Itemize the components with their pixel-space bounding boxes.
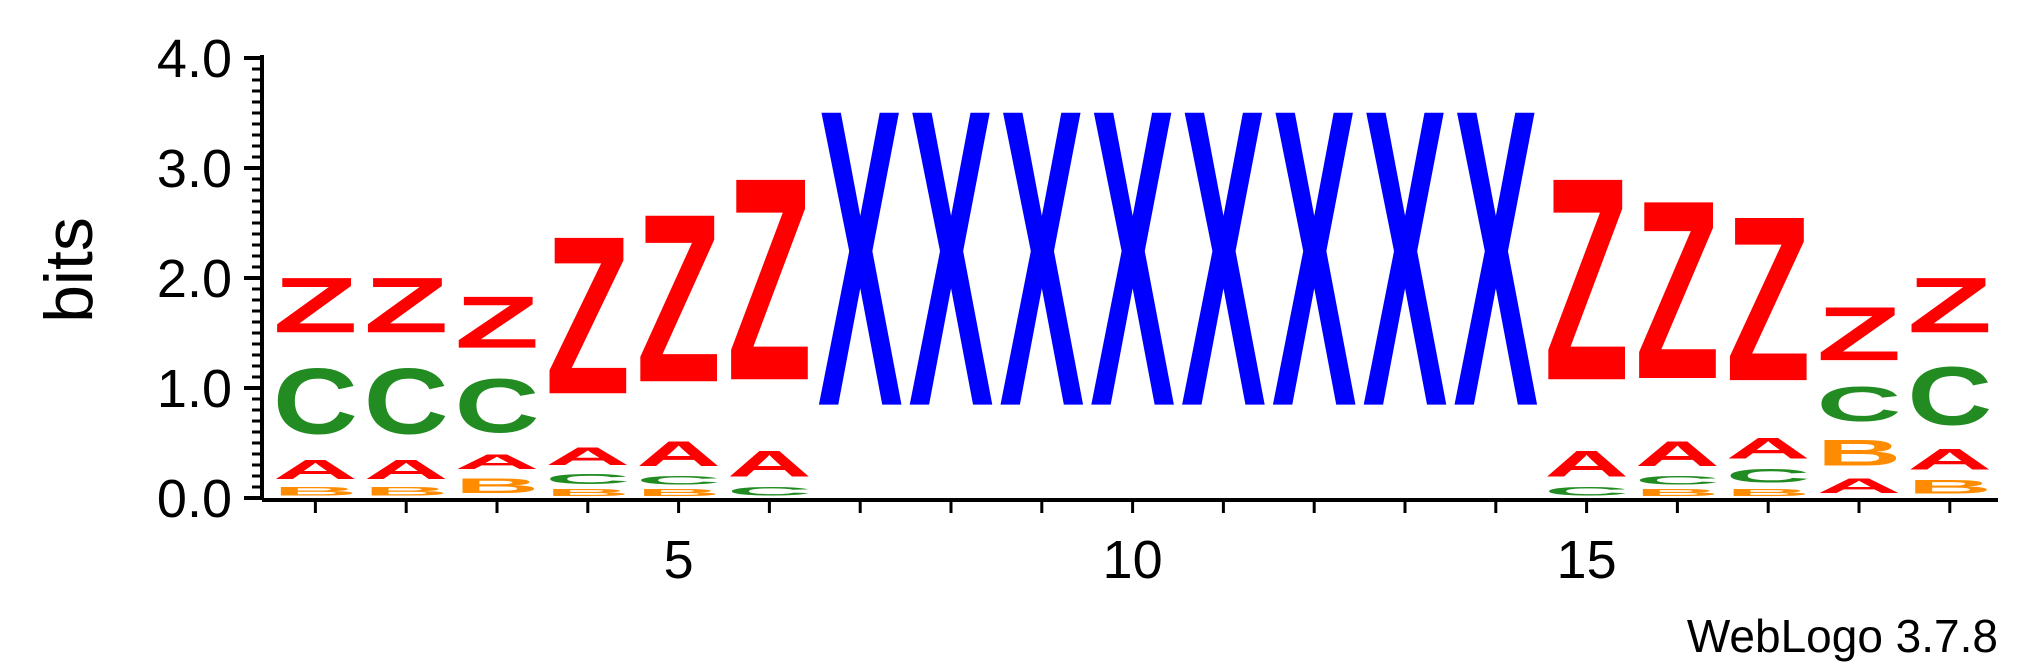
logo-letter-c: C (273, 350, 358, 454)
logo-letter-z: Z (273, 261, 358, 349)
logo-letter-z: Z (455, 281, 540, 364)
logo-letter-x: X (1453, 21, 1538, 495)
logo-letter-b: B (364, 485, 449, 498)
y-tick-label: 4.0 (157, 29, 232, 89)
logo-letter-c: C (1726, 465, 1811, 487)
logo-letter-b: B (545, 487, 630, 498)
logo-letter-c: C (1907, 349, 1992, 442)
logo-letter-c: C (1817, 378, 1902, 433)
logo-letter-x: X (999, 21, 1084, 495)
logo-letter-b: B (455, 474, 540, 498)
logo-letter-b: B (1726, 487, 1811, 498)
logo-letter-a: A (727, 443, 812, 485)
x-tick-label: 15 (1557, 530, 1617, 590)
logo-letter-x: X (1272, 21, 1357, 495)
logo-letter-z: Z (1907, 261, 1992, 349)
logo-letter-c: C (1635, 474, 1720, 487)
logo-letter-z: Z (1635, 147, 1720, 433)
logo-letter-b: B (1817, 432, 1902, 474)
logo-letter-z: Z (545, 188, 630, 441)
logo-letter-a: A (1817, 474, 1902, 498)
logo-letter-a: A (455, 450, 540, 474)
logo-letter-c: C (364, 350, 449, 454)
logo-letter-a: A (364, 454, 449, 485)
logo-letter-a: A (636, 435, 721, 474)
logo-letter-b: B (1907, 476, 1992, 498)
logo-letter-z: Z (1817, 291, 1902, 376)
logo-letter-a: A (1726, 432, 1811, 465)
logo-letter-x: X (909, 21, 994, 495)
logo-letter-z: Z (1544, 118, 1629, 442)
logo-letter-z: Z (727, 118, 812, 442)
logo-letter-a: A (1544, 443, 1629, 485)
logo-letter-z: Z (636, 163, 721, 433)
logo-letter-c: C (727, 485, 812, 498)
logo-letter-z: Z (364, 261, 449, 349)
logo-letter-b: B (636, 487, 721, 498)
logo-letter-a: A (273, 454, 358, 485)
y-tick-label: 0.0 (157, 469, 232, 529)
logo-letter-x: X (1181, 21, 1266, 495)
logo-letter-a: A (1907, 443, 1992, 476)
logo-letter-z: Z (1726, 167, 1811, 430)
y-tick-label: 3.0 (157, 139, 232, 199)
x-ticks-layer: 5 10 15 (313, 500, 1952, 590)
weblogo-credit: WebLogo 3.7.8 (1687, 610, 1998, 662)
logo-letter-c: C (545, 470, 630, 487)
logo-letter-x: X (1363, 21, 1448, 495)
y-ticks-layer: 0.0 1.0 2.0 3.0 4.0 (157, 29, 262, 529)
x-tick-label: 5 (664, 530, 694, 590)
logo-letter-c: C (455, 364, 540, 450)
x-tick-label: 10 (1103, 530, 1163, 590)
logo-letter-x: X (818, 21, 903, 495)
y-tick-label: 1.0 (157, 359, 232, 419)
logo-letter-b: B (1635, 487, 1720, 498)
logo-letter-b: B (273, 485, 358, 498)
logo-letter-a: A (1635, 435, 1720, 474)
logo-letter-x: X (1090, 21, 1175, 495)
y-axis-label: bits (31, 217, 107, 323)
logo-letter-c: C (1544, 485, 1629, 498)
logo-letter-c: C (636, 474, 721, 487)
y-tick-label: 2.0 (157, 249, 232, 309)
logo-letter-a: A (545, 443, 630, 470)
